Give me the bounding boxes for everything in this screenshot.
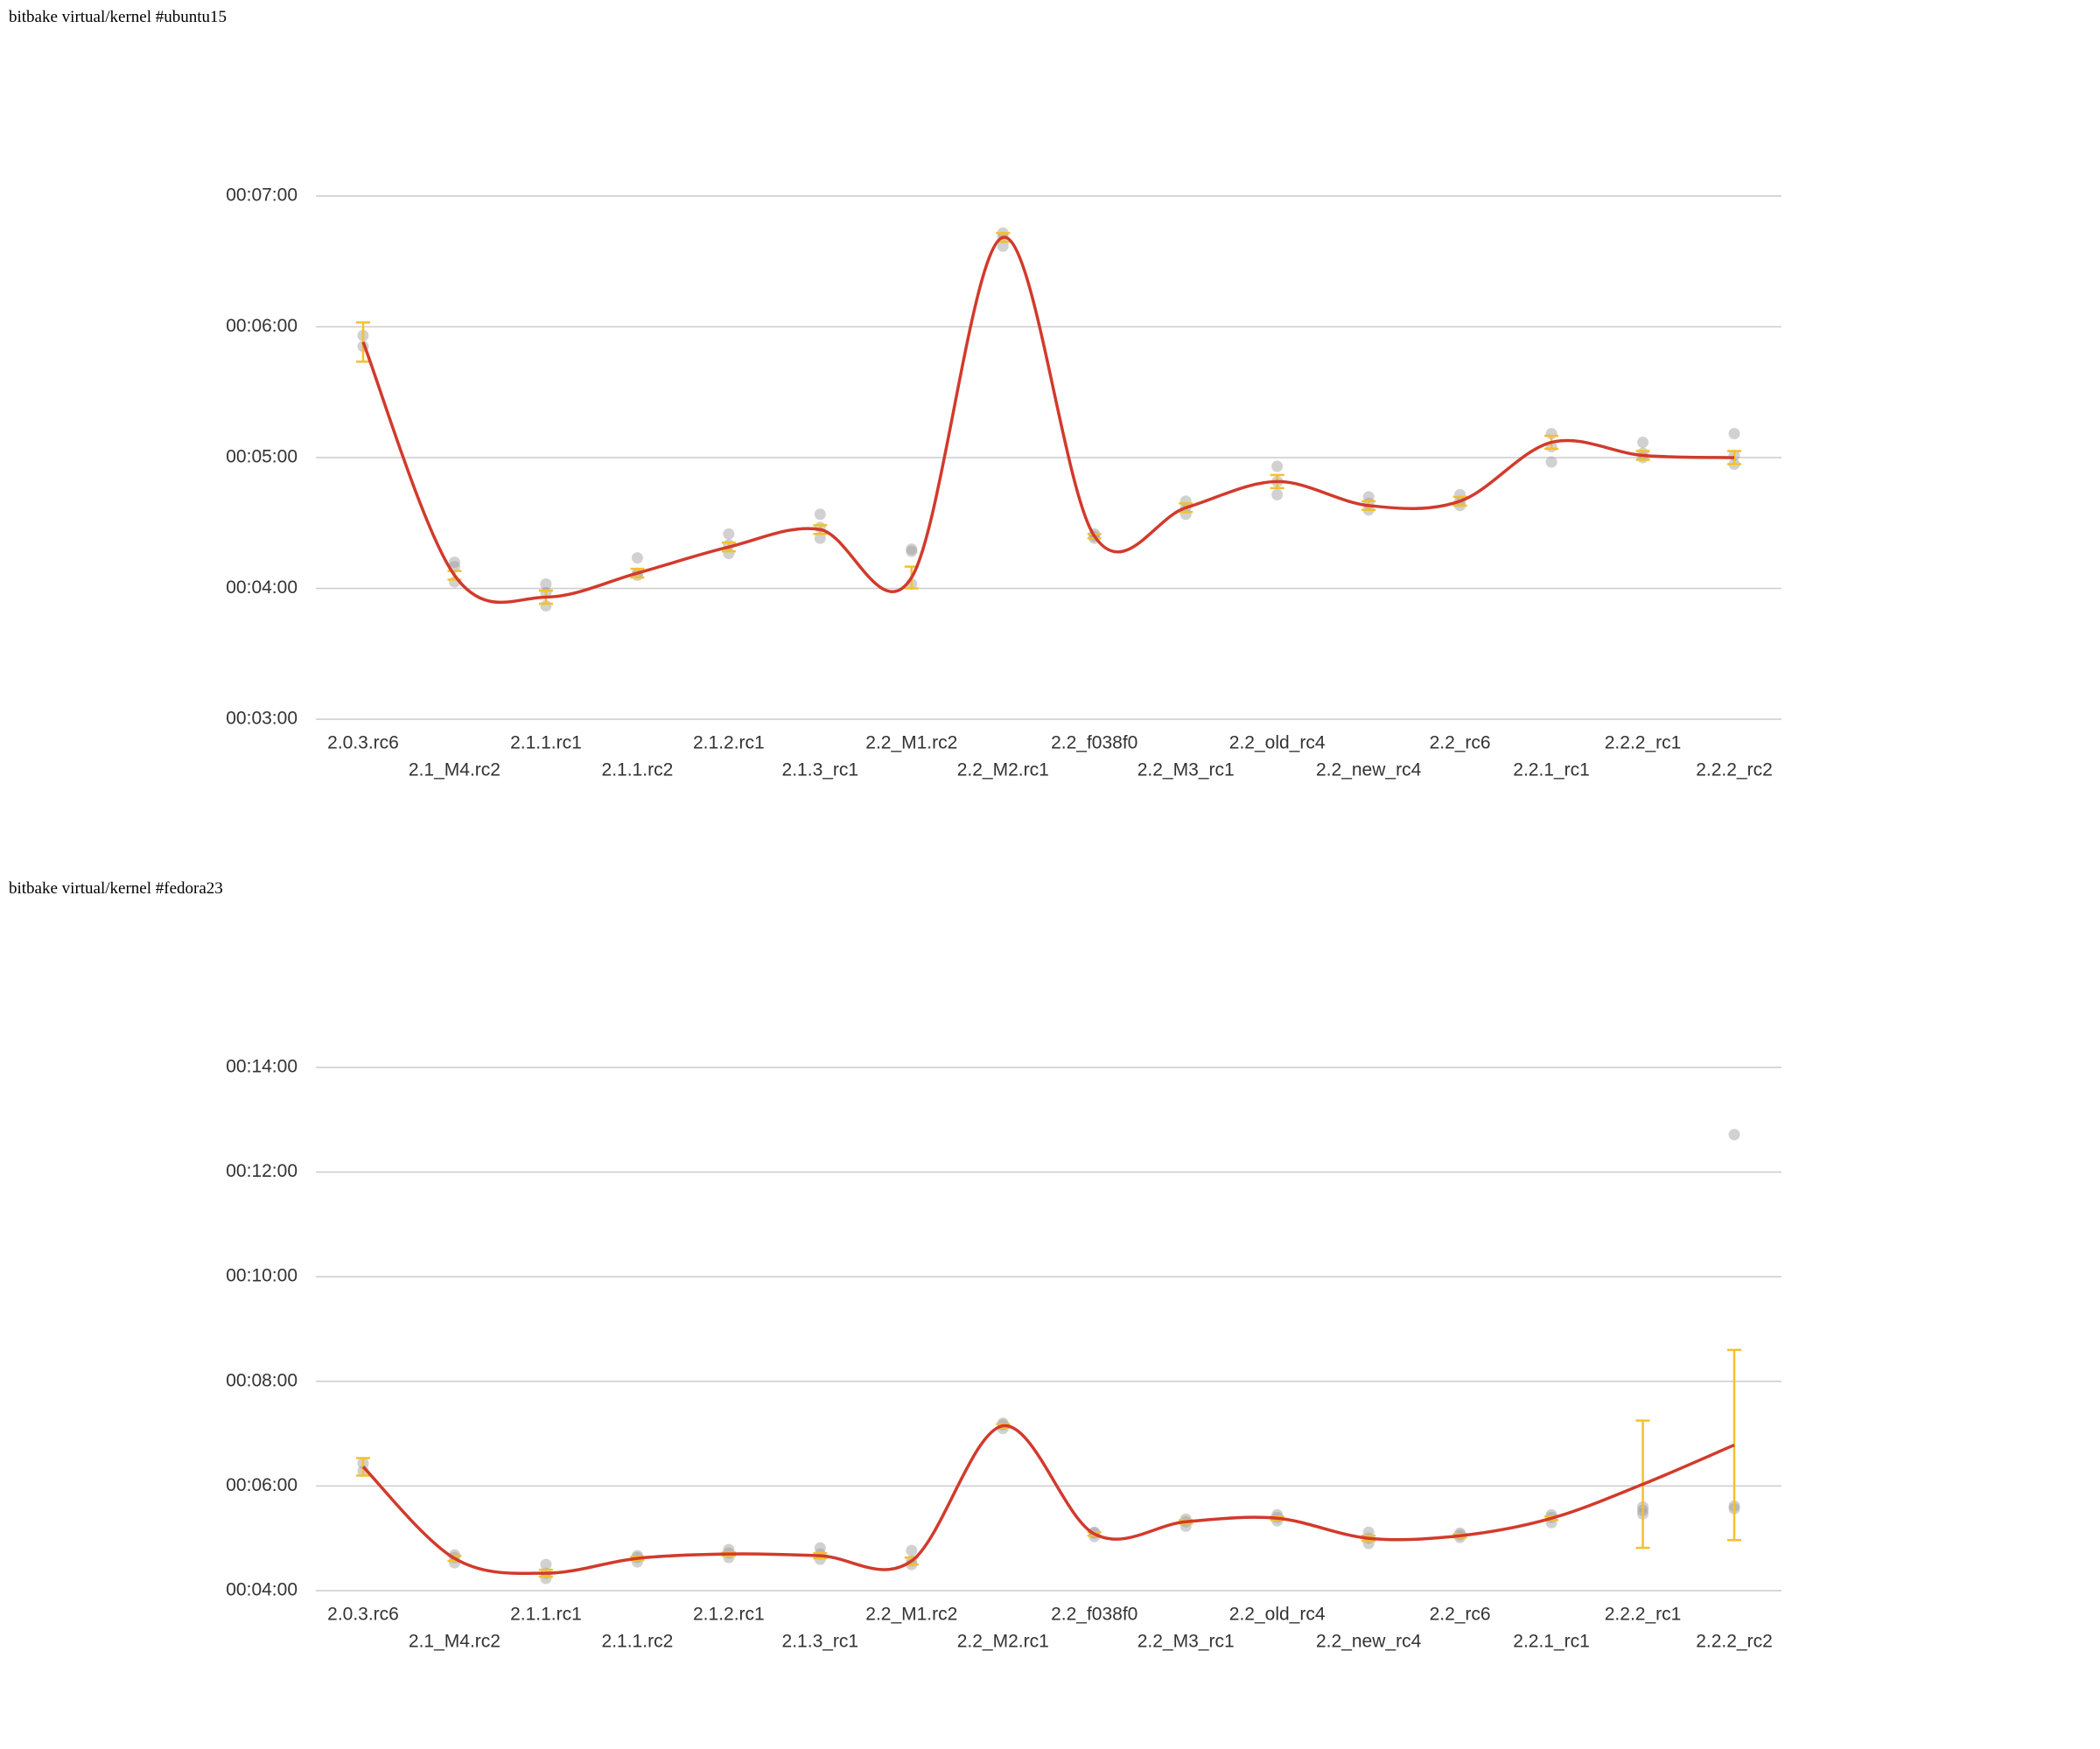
sample-point [448,556,460,569]
y-tick-label: 00:03:00 [226,709,298,729]
sample-point [540,1558,552,1571]
x-tick-label: 2.1.2.rc1 [693,1605,765,1625]
x-tick-label: 2.0.3.rc6 [327,733,399,753]
sample-point [1271,460,1284,472]
x-tick-label: 2.1.1.rc1 [510,733,582,753]
chart-title: bitbake virtual/kernel #ubuntu15 [9,8,227,26]
x-tick-label: 2.2_M3_rc1 [1138,1632,1235,1652]
y-tick-label: 00:06:00 [226,1475,298,1495]
x-tick-label: 2.2_M3_rc1 [1138,760,1235,780]
x-tick-label: 2.2_new_rc4 [1316,760,1422,780]
y-tick-label: 00:06:00 [226,316,298,336]
x-tick-label: 2.2.2_rc1 [1605,733,1682,753]
x-tick-label: 2.2.2_rc1 [1605,1605,1682,1625]
chart-title: bitbake virtual/kernel #fedora23 [9,879,223,898]
sample-point [1545,456,1558,468]
sample-point [1728,428,1740,440]
sample-point [540,578,552,591]
x-tick-label: 2.2_f038f0 [1051,733,1138,753]
sample-point [631,552,643,564]
x-tick-label: 2.2_rc6 [1430,1605,1491,1625]
sample-point [540,1572,552,1585]
y-tick-label: 00:05:00 [226,447,298,467]
sample-point [1637,437,1649,449]
y-tick-label: 00:10:00 [226,1266,298,1286]
x-tick-label: 2.2_rc6 [1430,733,1491,753]
sample-point [1362,491,1375,503]
x-tick-label: 2.2.1_rc1 [1513,1632,1590,1652]
line [361,1424,1735,1576]
sample-point [814,508,826,521]
x-tick-label: 2.2_M2.rc1 [957,760,1049,780]
x-tick-label: 2.2.1_rc1 [1513,760,1590,780]
error-bar [1727,1348,1741,1542]
sample-point [906,545,918,557]
sample-point [906,1544,918,1557]
sample-point [1728,1129,1740,1141]
x-tick-label: 2.0.3.rc6 [327,1605,399,1625]
y-tick-label: 00:14:00 [226,1057,298,1077]
y-tick-label: 00:04:00 [226,1580,298,1600]
sample-point [997,240,1009,252]
sample-point [906,543,918,556]
x-tick-label: 2.2.2_rc2 [1696,760,1773,780]
line [361,235,1735,605]
x-tick-label: 2.1_M4.rc2 [409,760,500,780]
sample-point [723,528,735,540]
y-tick-label: 00:04:00 [226,577,298,598]
x-tick-label: 2.2.2_rc2 [1696,1632,1773,1652]
x-tick-label: 2.1.1.rc2 [602,760,674,780]
sample-point [814,1542,826,1554]
x-tick-label: 2.2_M1.rc2 [865,733,957,753]
sample-point [1271,488,1284,500]
y-tick-label: 00:12:00 [226,1161,298,1181]
y-tick-label: 00:07:00 [226,185,298,206]
x-tick-label: 2.2_new_rc4 [1316,1632,1422,1652]
x-tick-label: 2.2_old_rc4 [1229,1605,1326,1625]
x-tick-label: 2.2_M2.rc1 [957,1632,1049,1652]
x-tick-label: 2.1.3_rc1 [782,1632,859,1652]
x-tick-label: 2.2_f038f0 [1051,1605,1138,1625]
x-tick-label: 2.1_M4.rc2 [409,1632,500,1652]
x-tick-label: 2.1.1.rc1 [510,1605,582,1625]
x-tick-label: 2.1.1.rc2 [602,1632,674,1652]
x-tick-label: 2.1.3_rc1 [782,760,859,780]
x-tick-label: 2.2_M1.rc2 [865,1605,957,1625]
x-tick-label: 2.2_old_rc4 [1229,733,1326,753]
x-tick-label: 2.1.2.rc1 [693,733,765,753]
sample-point [814,532,826,544]
y-tick-label: 00:08:00 [226,1370,298,1390]
